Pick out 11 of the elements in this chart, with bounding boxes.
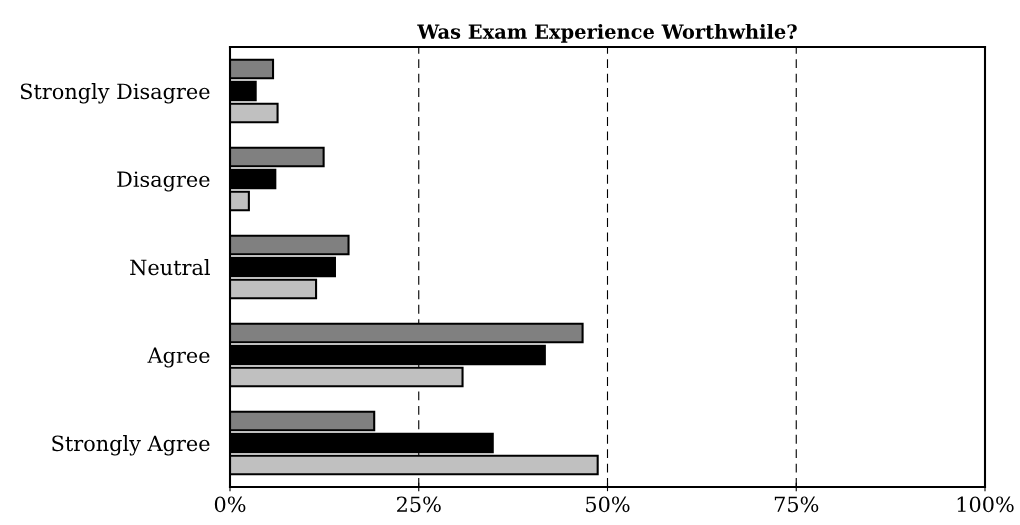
y-tick-label: Agree: [147, 347, 210, 368]
x-tick-label: 75%: [774, 496, 819, 513]
chart-title: Was Exam Experience Worthwhile?: [417, 23, 797, 43]
x-tick-label: 100%: [957, 496, 1014, 513]
y-tick-label: Disagree: [117, 171, 210, 192]
y-tick-label: Strongly Agree: [52, 435, 210, 456]
x-tick-label: 0%: [214, 496, 246, 513]
y-tick-label: Strongly Disagree: [20, 83, 210, 104]
x-tick-label: 50%: [586, 496, 630, 513]
y-tick-label: Neutral: [130, 259, 210, 276]
x-tick-label: 25%: [397, 496, 441, 513]
